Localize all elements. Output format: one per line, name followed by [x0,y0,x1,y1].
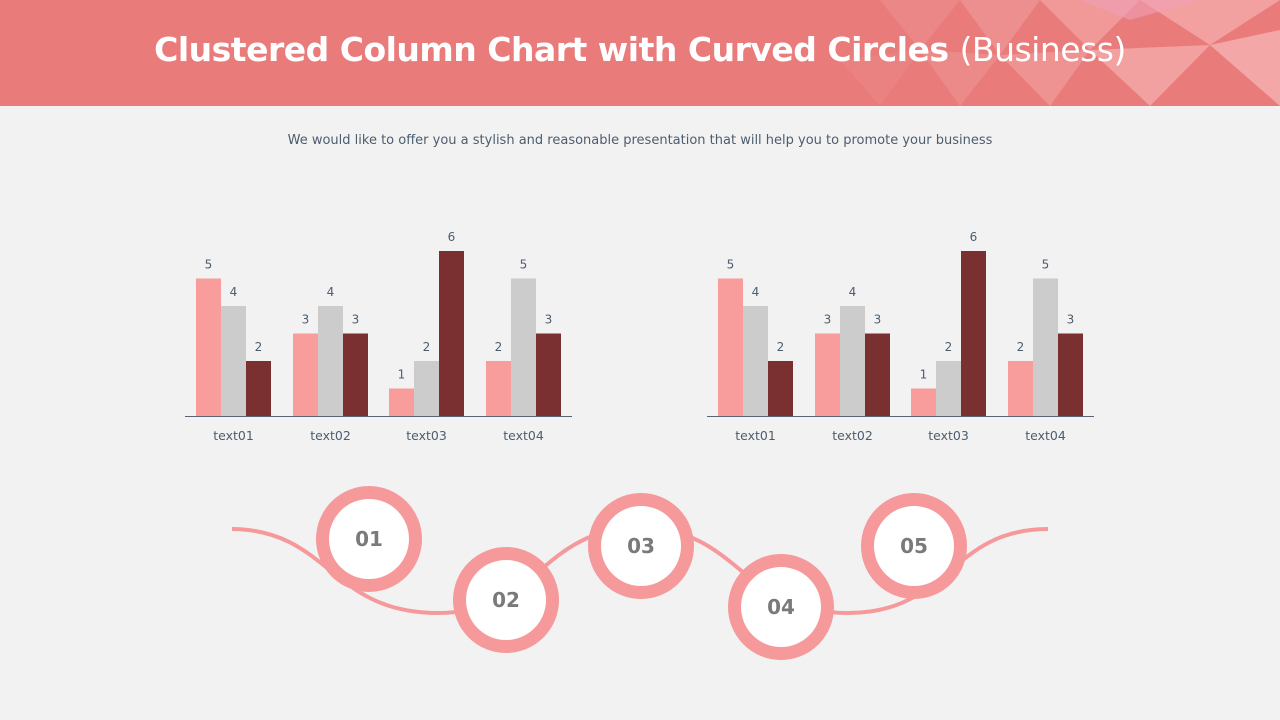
chart-canvas: 5 4 2 text01 3 4 3 text02 1 2 6 text03 2 5 3 text04 [707,230,1094,443]
bar [815,333,840,416]
data-label: 5 [205,258,213,272]
data-label: 6 [970,230,978,244]
data-label: 3 [824,313,832,327]
step-circle-1: 01 [316,486,422,592]
bar [221,306,246,416]
category-label: text04 [1025,428,1066,443]
category-label: text01 [213,428,254,443]
curved-steps: 01 02 03 04 05 [0,470,1280,680]
category-label: text02 [310,428,351,443]
data-label: 5 [1042,258,1050,272]
bar [414,361,439,416]
bar [318,306,343,416]
bar [536,333,561,416]
bar [768,361,793,416]
step-number: 04 [767,595,795,619]
bar [936,361,961,416]
data-label: 3 [545,313,553,327]
bar [439,251,464,416]
bar [840,306,865,416]
data-label: 2 [255,340,263,354]
data-label: 3 [352,313,360,327]
data-label: 5 [520,258,528,272]
step-number: 01 [355,527,383,551]
data-label: 3 [1067,313,1075,327]
data-label: 4 [327,285,335,299]
bar [343,333,368,416]
category-label: text01 [735,428,776,443]
bar [293,333,318,416]
title-suffix: (Business) [959,30,1127,69]
category-label: text02 [832,428,873,443]
step-circle-4: 04 [728,554,834,660]
data-label: 1 [920,368,928,382]
title-main: Clustered Column Chart with Curved Circl… [154,30,949,69]
step-circle-3: 03 [588,493,694,599]
bar [389,388,414,416]
bar [196,278,221,416]
data-label: 2 [495,340,503,354]
chart-canvas: 5 4 2 text01 3 4 3 text02 1 2 6 text03 2 5 3 text04 [185,230,572,443]
step-number: 03 [627,534,655,558]
data-label: 2 [423,340,431,354]
bar [1058,333,1083,416]
data-label: 2 [1017,340,1025,354]
data-label: 3 [302,313,310,327]
bar [743,306,768,416]
step-number: 02 [492,588,520,612]
data-label: 6 [448,230,456,244]
bar [865,333,890,416]
category-label: text03 [928,428,969,443]
page-subtitle: We would like to offer you a stylish and… [287,133,993,148]
category-label: text03 [406,428,447,443]
step-circle-5: 05 [861,493,967,599]
title-banner: Clustered Column Chart with Curved Circl… [0,0,1280,106]
data-label: 4 [752,285,760,299]
bar [961,251,986,416]
clustered-column-chart-left: 5 4 2 text01 3 4 3 text02 1 2 6 text03 2 5 3 text04 [185,220,573,450]
bar [1008,361,1033,416]
step-number: 05 [900,534,928,558]
data-label: 2 [777,340,785,354]
category-label: text04 [503,428,544,443]
data-label: 4 [230,285,238,299]
clustered-column-chart-right: 5 4 2 text01 3 4 3 text02 1 2 6 text03 2 5 3 text04 [707,220,1095,450]
bar [1033,278,1058,416]
bar [911,388,936,416]
data-label: 3 [874,313,882,327]
data-label: 2 [945,340,953,354]
bar [718,278,743,416]
page-title: Clustered Column Chart with Curved Circl… [0,30,1280,69]
step-circle-2: 02 [453,547,559,653]
bar [246,361,271,416]
bar [486,361,511,416]
data-label: 1 [398,368,406,382]
data-label: 5 [727,258,735,272]
data-label: 4 [849,285,857,299]
triangle-pattern [840,0,1280,106]
bar [511,278,536,416]
